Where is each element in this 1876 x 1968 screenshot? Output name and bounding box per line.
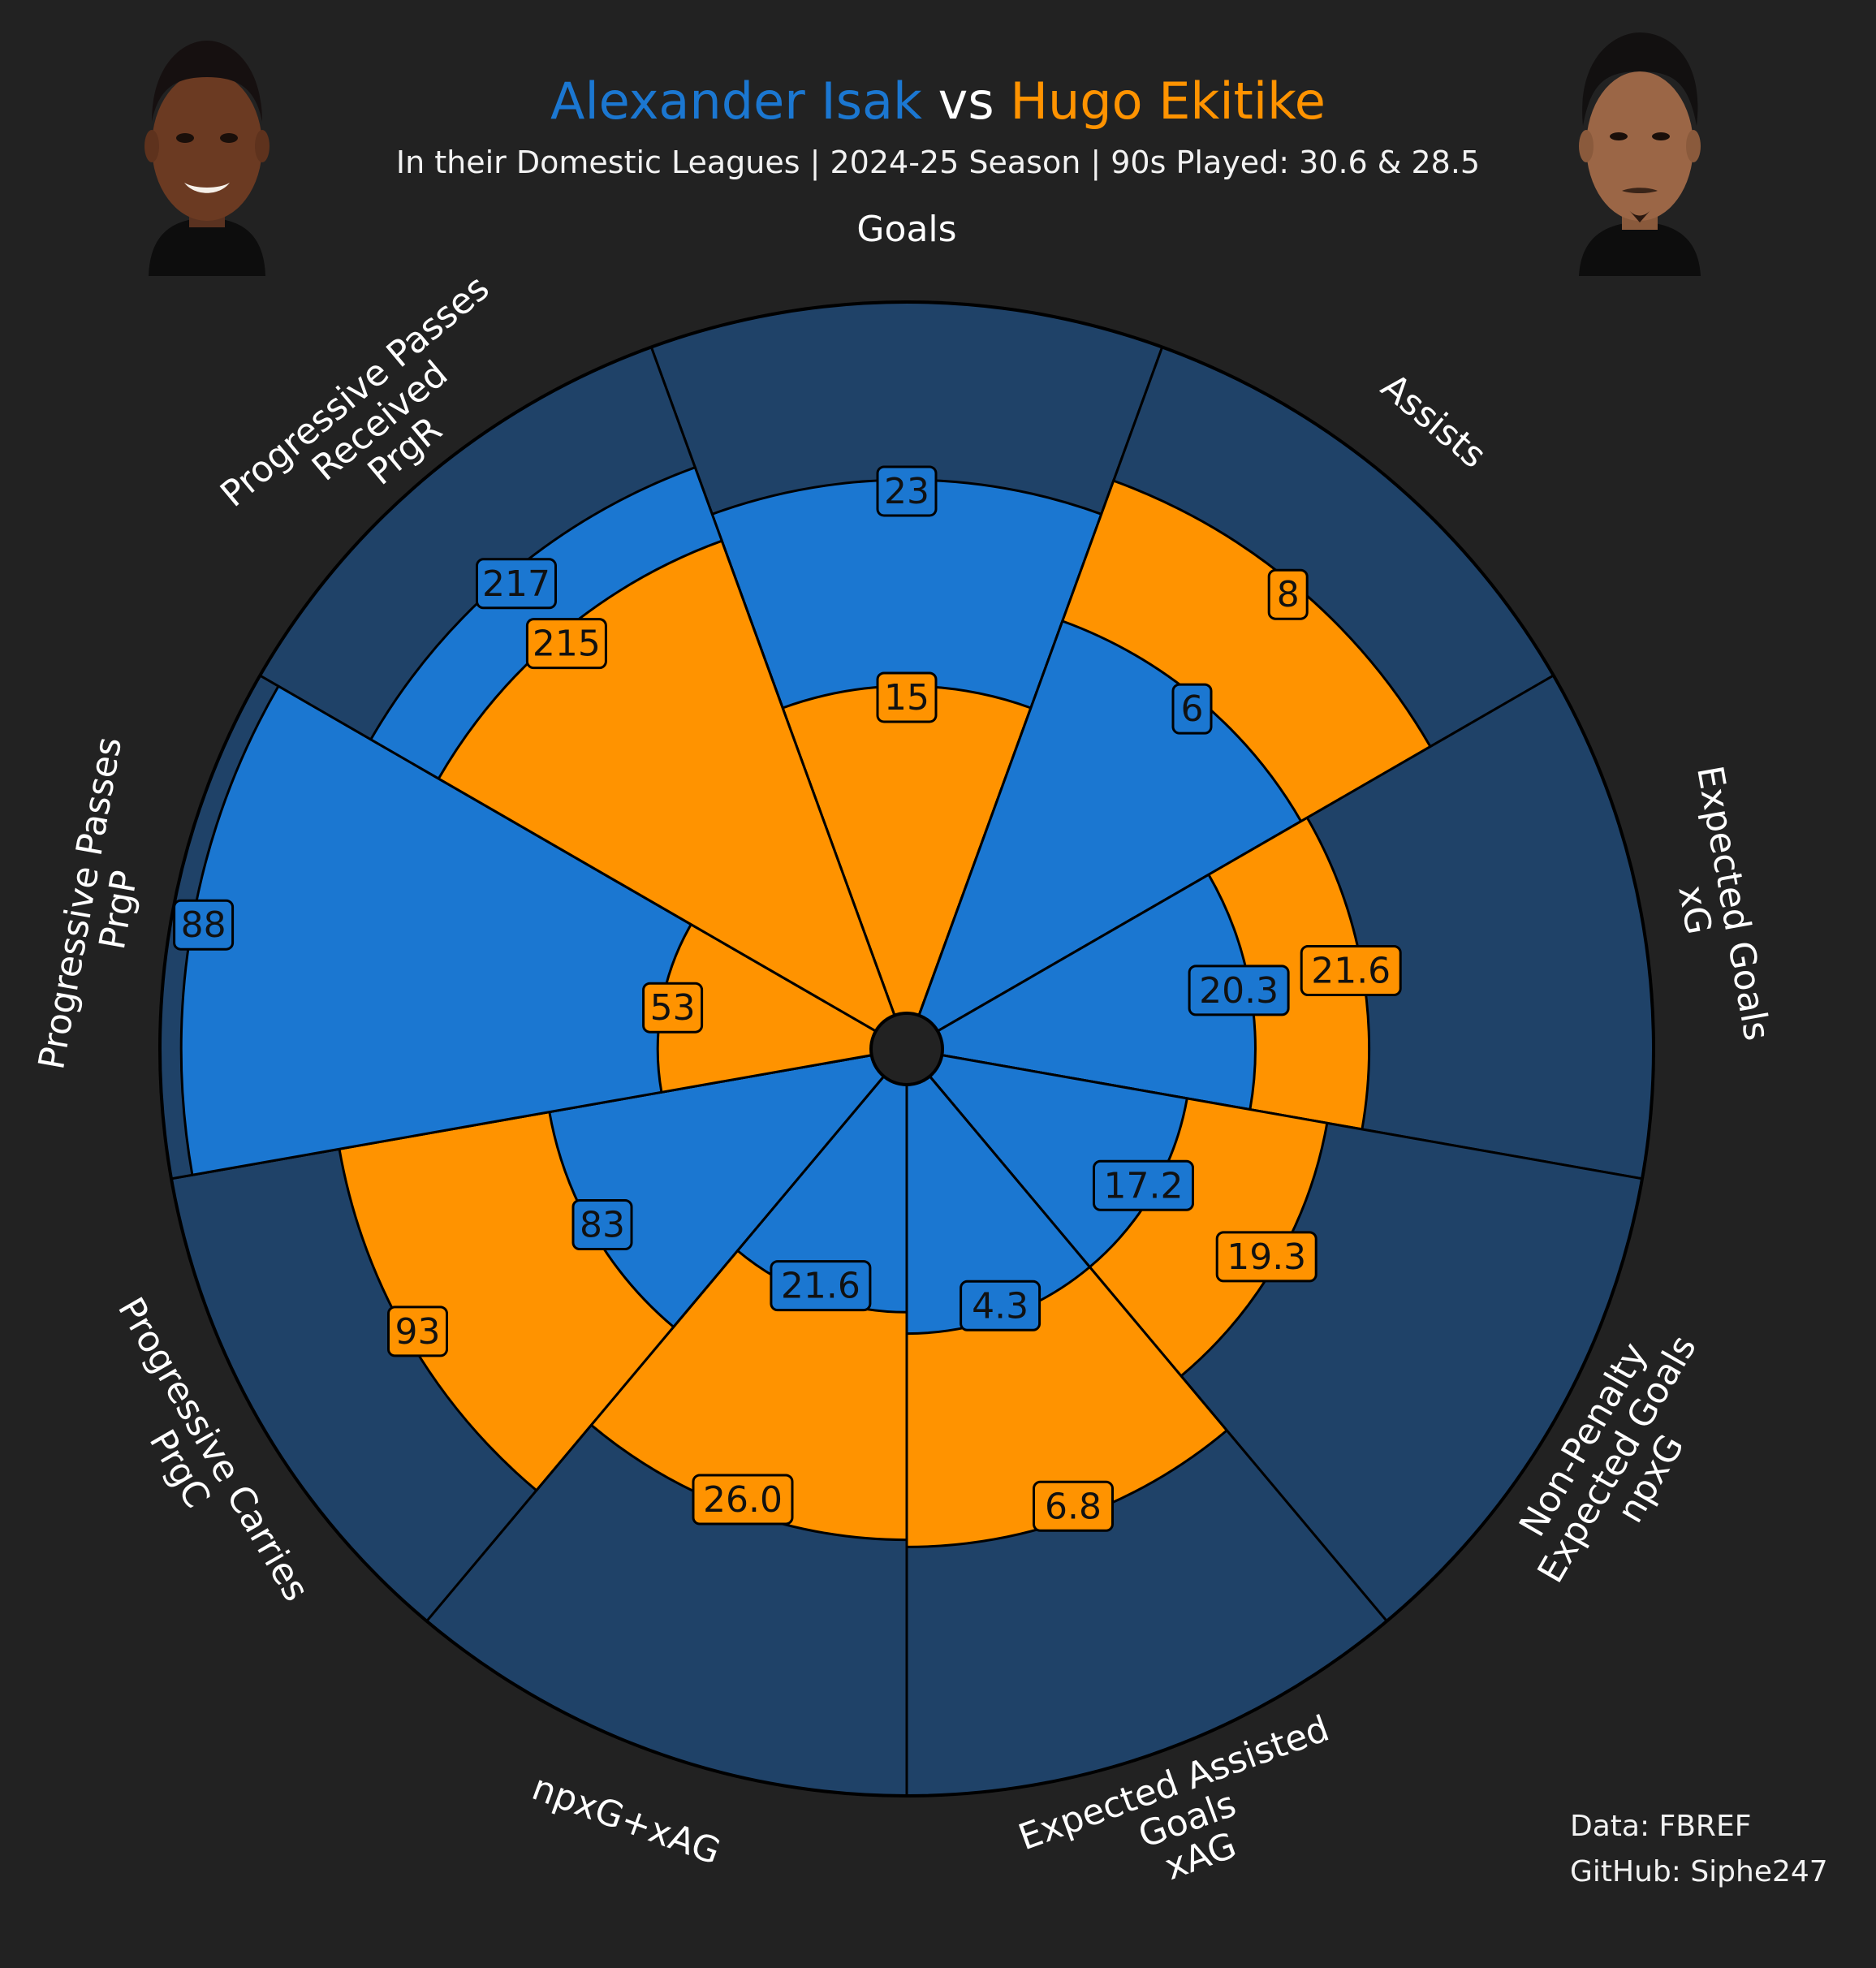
category-label-assists: Assists	[1374, 366, 1494, 477]
category-label-line: Assists	[1374, 366, 1494, 477]
player-a-name: Alexander Isak	[550, 71, 922, 131]
center-hub	[869, 1012, 944, 1086]
player-a-photo	[126, 24, 288, 276]
value-b-goals: 15	[884, 677, 929, 719]
value-a-progressive-passes-box	[476, 558, 557, 610]
value-b-expected-assisted: 6.8	[1045, 1486, 1102, 1527]
category-label-line: Goals	[856, 209, 956, 250]
category-label-progressive-passes: Progressive PassesPrgP	[31, 734, 168, 1079]
value-b-non-penalty: 19.3	[1227, 1236, 1306, 1278]
value-b-progressive-passes: 215	[533, 624, 601, 665]
value-b-npxg-xag: 26.0	[703, 1479, 783, 1521]
value-a-progressive-passes: 88	[181, 904, 226, 946]
player-b-name: Hugo Ekitike	[1010, 71, 1326, 131]
value-b-assists-box	[1267, 568, 1309, 620]
value-b-progressive-passes: 53	[650, 987, 696, 1029]
value-a-npxg-xag-box	[770, 1260, 872, 1312]
value-a-expected-goals-box	[1188, 965, 1290, 1016]
value-a-progressive-carries: 83	[580, 1205, 625, 1246]
value-b-goals-box	[876, 671, 938, 723]
value-b-assists: 8	[1277, 574, 1300, 615]
value-a-goals-box	[876, 465, 938, 517]
credits: Data: FBREF GitHub: Siphe247	[1570, 1804, 1828, 1895]
value-b-progressive-carries: 93	[395, 1311, 441, 1353]
value-b-progressive-passes-box	[525, 618, 607, 670]
value-a-goals: 23	[884, 471, 929, 512]
player-b-photo	[1559, 24, 1721, 276]
github-label: GitHub: Siphe247	[1570, 1855, 1828, 1888]
value-a-progressive-passes: 217	[482, 563, 550, 605]
category-label-expected-goals: Expected GoalsxG	[1650, 762, 1778, 1050]
value-a-progressive-carries-box	[571, 1199, 633, 1250]
value-b-expected-assisted-box	[1033, 1480, 1114, 1532]
value-a-expected-assisted: 4.3	[972, 1285, 1029, 1327]
category-label-npxg-xag: npxG+xAG	[527, 1767, 726, 1873]
value-a-non-penalty: 17.2	[1104, 1165, 1184, 1206]
chart-title: Alexander Isak vs Hugo Ekitike	[0, 71, 1876, 131]
value-a-expected-goals: 20.3	[1199, 970, 1279, 1012]
value-a-npxg-xag: 21.6	[781, 1266, 860, 1307]
category-label-goals: Goals	[856, 209, 956, 250]
value-a-non-penalty-box	[1093, 1159, 1194, 1211]
category-label-line: xG	[1670, 883, 1719, 938]
chart-subtitle: In their Domestic Leagues | 2024-25 Seas…	[395, 145, 1481, 180]
value-a-assists: 6	[1181, 688, 1204, 730]
value-b-non-penalty-box	[1215, 1231, 1318, 1283]
value-b-expected-goals-box	[1300, 945, 1402, 996]
value-a-assists-box	[1171, 683, 1213, 735]
data-source-label: Data: FBREF	[1570, 1810, 1752, 1843]
category-label-line: npxG+xAG	[527, 1767, 726, 1873]
value-a-expected-assisted-box	[960, 1280, 1042, 1331]
value-b-progressive-carries-box	[387, 1306, 448, 1357]
vs-label: vs	[938, 71, 994, 131]
value-b-npxg-xag-box	[692, 1474, 794, 1526]
value-b-expected-goals: 21.6	[1311, 951, 1391, 992]
outer-ring	[158, 300, 1655, 1798]
value-a-progressive-passes-box	[173, 899, 235, 951]
value-b-progressive-passes-box	[642, 982, 704, 1034]
